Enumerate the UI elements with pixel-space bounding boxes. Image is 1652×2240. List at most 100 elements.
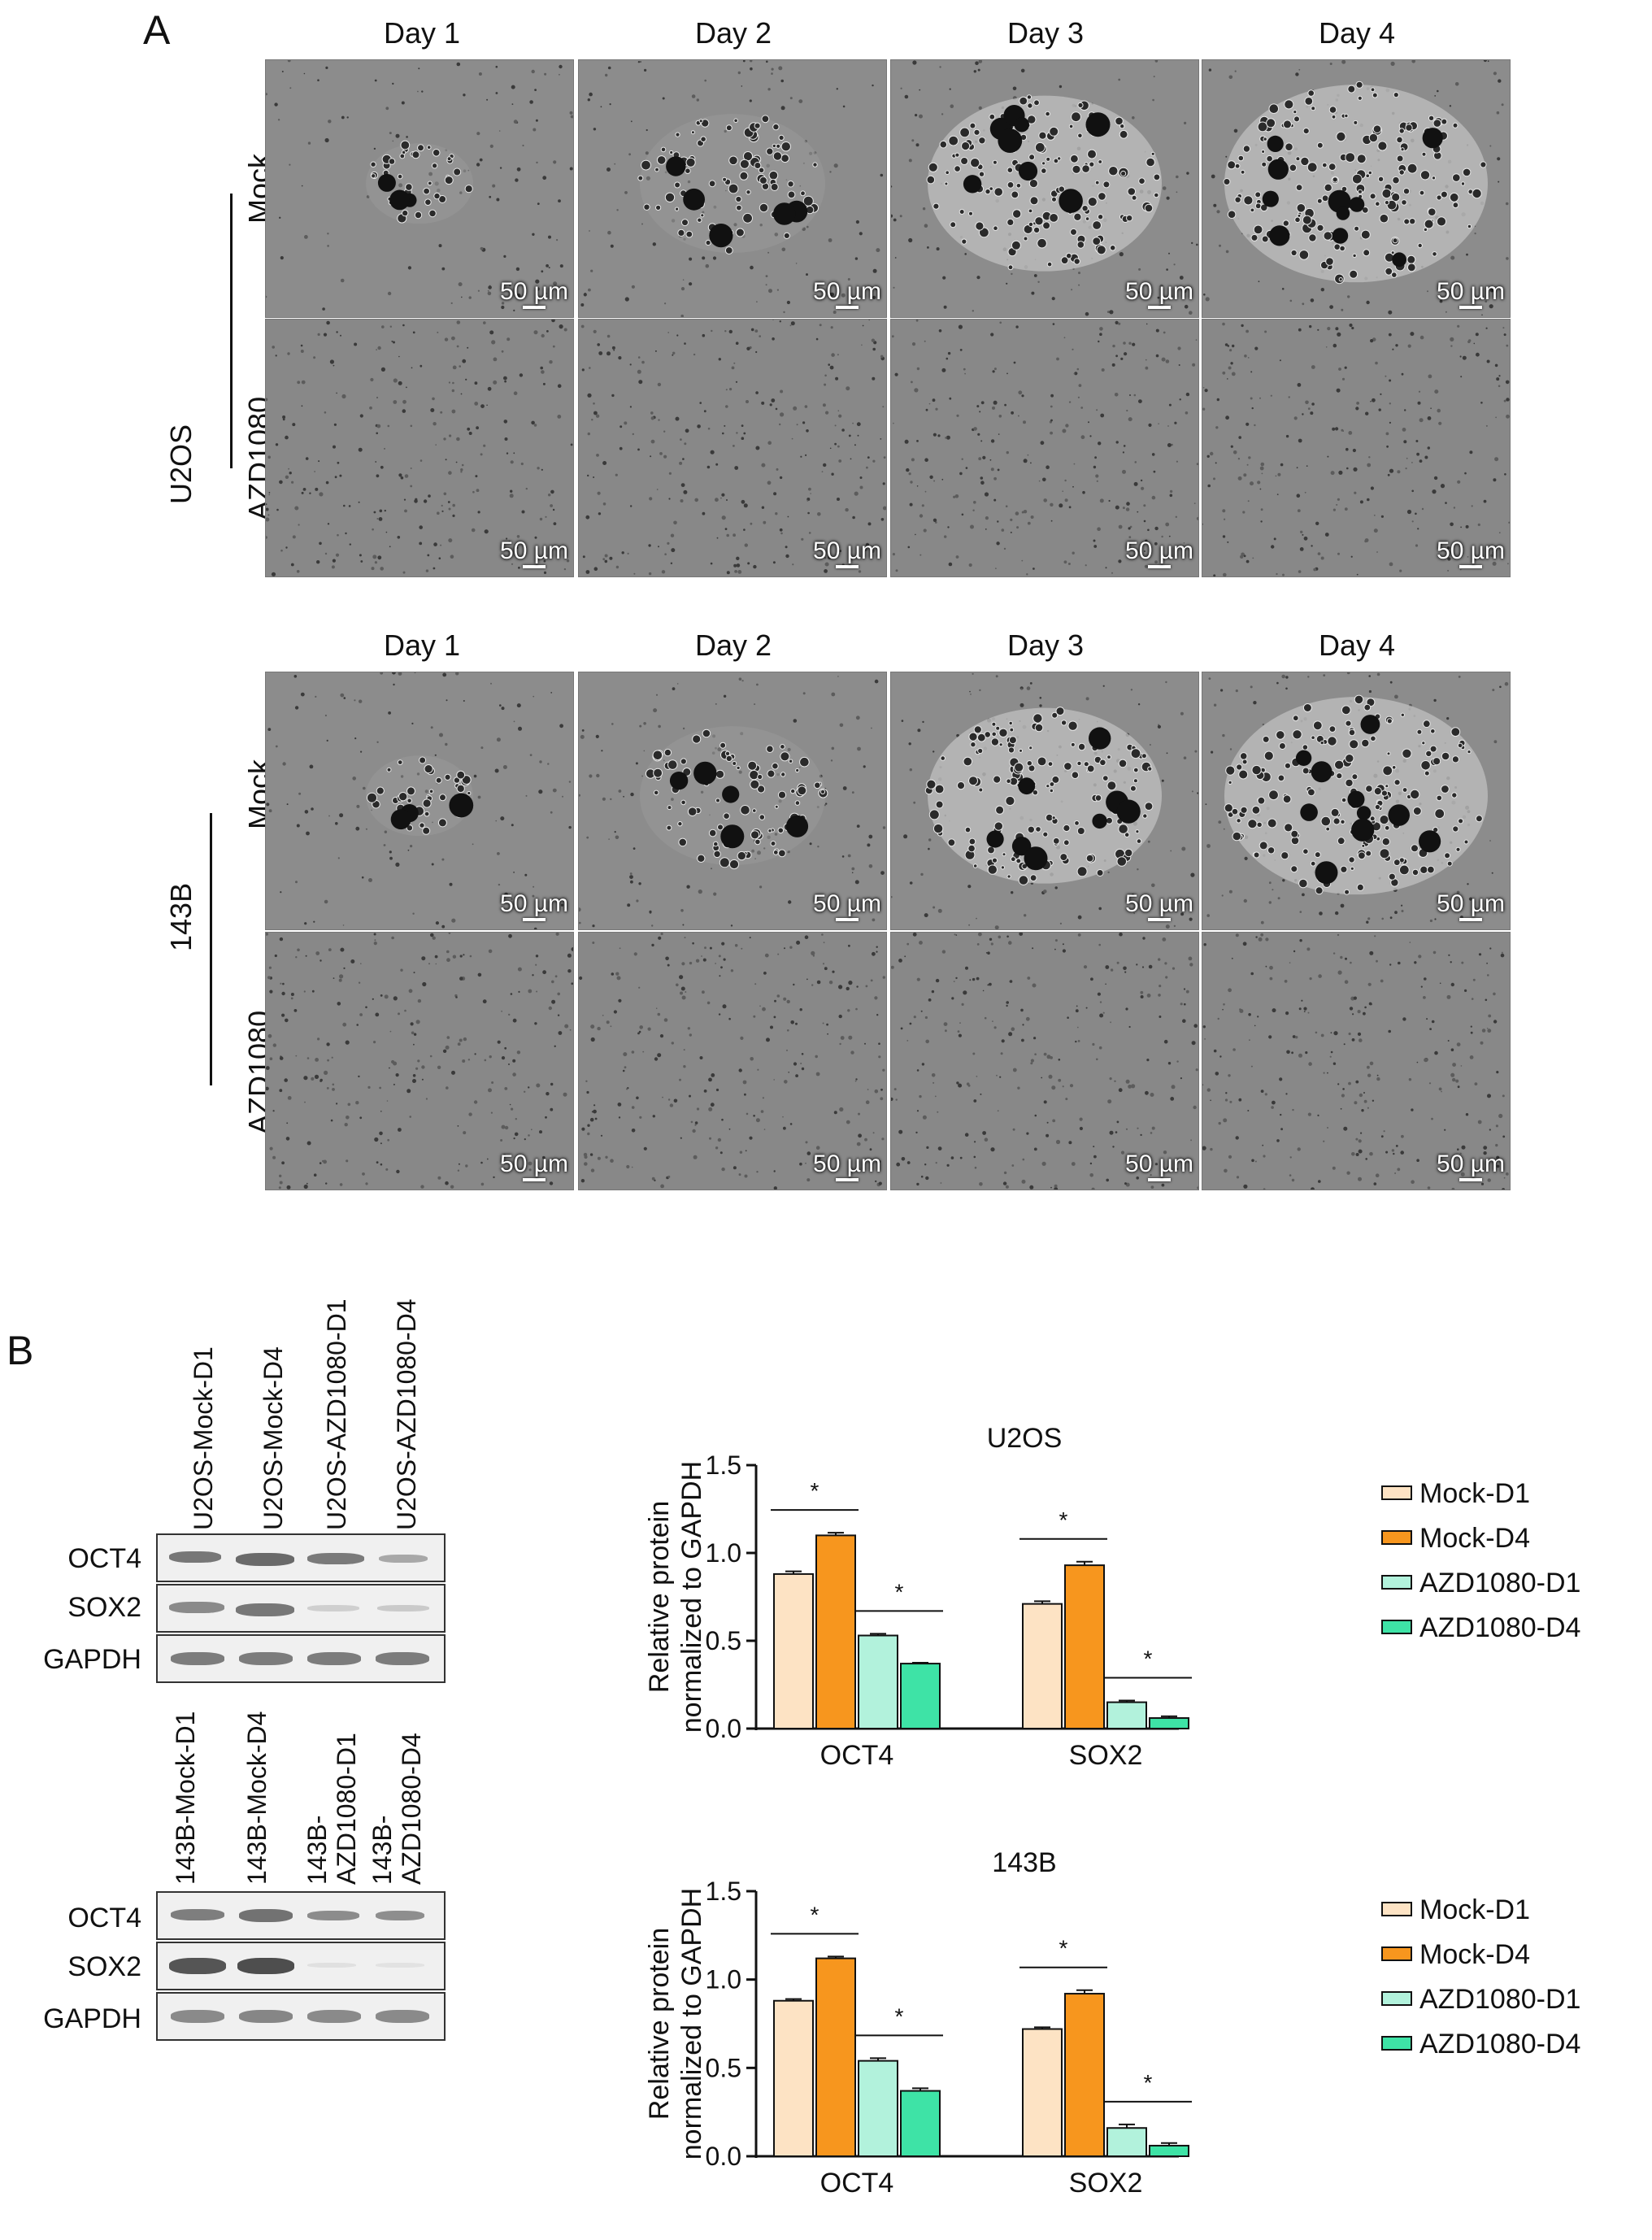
significance-star: * bbox=[895, 1579, 904, 1604]
scale-bar: 50 µm bbox=[1437, 890, 1505, 921]
x-tick-label-oct4: OCT4 bbox=[820, 2168, 894, 2199]
scale-bar: 50 µm bbox=[1437, 1150, 1505, 1181]
scale-bar-line bbox=[523, 306, 546, 309]
scale-bar: 50 µm bbox=[1437, 278, 1505, 309]
micrograph-143b-azd1080-day4: 50 µm bbox=[1202, 932, 1511, 1190]
micrograph-u2os-azd1080-day3: 50 µm bbox=[890, 319, 1199, 577]
micrograph-143b-mock-day3: 50 µm bbox=[890, 672, 1199, 930]
scale-bar-label: 50 µm bbox=[1437, 278, 1505, 305]
scale-bar-label: 50 µm bbox=[1125, 890, 1193, 917]
micrograph-143b-mock-day4: 50 µm bbox=[1202, 672, 1511, 930]
scale-bar-label: 50 µm bbox=[813, 1150, 881, 1177]
legend-label-azd1080-d4: AZD1080-D4 bbox=[1419, 1612, 1580, 1643]
bar-mock-d4-oct4 bbox=[815, 1534, 856, 1729]
scale-bar-label: 50 µm bbox=[500, 537, 568, 564]
x-tick-label-sox2: SOX2 bbox=[1069, 2168, 1143, 2199]
scale-bar: 50 µm bbox=[1125, 278, 1193, 309]
day-header-143b-3: Day 3 bbox=[1006, 629, 1085, 662]
scale-bar: 50 µm bbox=[813, 278, 881, 309]
scale-bar: 50 µm bbox=[813, 890, 881, 921]
blot2-sox2-strip bbox=[156, 1942, 446, 1990]
legend-swatch-mock-d1 bbox=[1381, 1485, 1412, 1500]
legend-label-mock-d1: Mock-D1 bbox=[1419, 1478, 1530, 1509]
significance-star: * bbox=[1059, 1936, 1068, 1961]
micrograph-143b-mock-day1: 50 µm bbox=[265, 672, 574, 930]
scale-bar-label: 50 µm bbox=[1437, 890, 1505, 917]
micrograph-u2os-mock-day4: 50 µm bbox=[1202, 59, 1511, 318]
scale-bar-label: 50 µm bbox=[813, 537, 881, 564]
bar-azd1080-d1-sox2 bbox=[1106, 1701, 1147, 1730]
bar-mock-d4-sox2 bbox=[1064, 1993, 1105, 2157]
bar-azd1080-d1-oct4 bbox=[858, 2059, 898, 2158]
blot2-protein-gapdh: GAPDH bbox=[43, 2003, 141, 2034]
blot1-protein-sox2: SOX2 bbox=[67, 1592, 141, 1623]
blot1-protein-gapdh: GAPDH bbox=[43, 1644, 141, 1675]
bar-chart-u2os: U2OS Relative protein normalized to GAPDH0… bbox=[644, 1423, 1580, 1771]
lane-label-143b-2: 143B-Mock-D4 bbox=[242, 1711, 272, 1885]
scale-bar-line bbox=[836, 565, 859, 568]
blot1-sox2-strip bbox=[156, 1584, 446, 1633]
blot1-protein-oct4: OCT4 bbox=[67, 1543, 141, 1574]
chart-title: 143B bbox=[992, 1847, 1056, 1878]
blot2-gapdh-strip bbox=[156, 1992, 446, 2041]
scale-bar-label: 50 µm bbox=[1437, 537, 1505, 564]
micrograph-143b-azd1080-day2: 50 µm bbox=[578, 932, 887, 1190]
y-tick-label: 0.5 bbox=[706, 1626, 741, 1655]
legend-label-mock-d1: Mock-D1 bbox=[1419, 1894, 1530, 1925]
micrograph-u2os-mock-day3: 50 µm bbox=[890, 59, 1199, 318]
row-bracket-143b bbox=[210, 813, 212, 1085]
bar-mock-d4-oct4 bbox=[815, 1957, 856, 2157]
blot2-protein-sox2: SOX2 bbox=[67, 1951, 141, 1982]
scale-bar: 50 µm bbox=[813, 537, 881, 568]
cell-line-label-u2os: U2OS bbox=[164, 424, 198, 504]
y-axis-label: Relative protein bbox=[644, 1928, 675, 2120]
day-header-u2os-4: Day 4 bbox=[1318, 16, 1396, 50]
lane-label-u2os-3: U2OS-AZD1080-D1 bbox=[322, 1298, 351, 1530]
significance-star: * bbox=[895, 2003, 904, 2029]
scale-bar-line bbox=[523, 1178, 546, 1181]
scale-bar-line bbox=[523, 565, 546, 568]
y-tick-label: 0.0 bbox=[706, 2142, 741, 2171]
significance-star: * bbox=[811, 1902, 819, 1927]
lane-label-143b-3: 143B- AZD1080-D1 bbox=[302, 1733, 361, 1885]
blot2-oct4-strip bbox=[156, 1891, 446, 1940]
scale-bar-line bbox=[1459, 306, 1482, 309]
bar-mock-d1-sox2 bbox=[1022, 2028, 1063, 2157]
scale-bar-line bbox=[836, 1178, 859, 1181]
scale-bar: 50 µm bbox=[813, 1150, 881, 1181]
micrograph-u2os-azd1080-day2: 50 µm bbox=[578, 319, 887, 577]
scale-bar-label: 50 µm bbox=[813, 278, 881, 305]
x-tick-label-oct4: OCT4 bbox=[820, 1740, 894, 1771]
bar-azd1080-d1-sox2 bbox=[1106, 2127, 1147, 2157]
lane-label-143b-1: 143B-Mock-D1 bbox=[171, 1711, 200, 1885]
scale-bar-label: 50 µm bbox=[1125, 278, 1193, 305]
micrograph-143b-azd1080-day3: 50 µm bbox=[890, 932, 1199, 1190]
legend-label-azd1080-d1: AZD1080-D1 bbox=[1419, 1984, 1580, 2015]
legend-label-azd1080-d4: AZD1080-D4 bbox=[1419, 2029, 1580, 2059]
day-header-143b-1: Day 1 bbox=[383, 629, 461, 662]
bar-mock-d1-sox2 bbox=[1022, 1603, 1063, 1729]
legend-swatch-azd1080-d1 bbox=[1381, 1575, 1412, 1590]
blot2-protein-oct4: OCT4 bbox=[67, 1903, 141, 1933]
scale-bar-label: 50 µm bbox=[500, 890, 568, 917]
lane-label-u2os-2: U2OS-Mock-D4 bbox=[259, 1346, 288, 1530]
legend-label-azd1080-d1: AZD1080-D1 bbox=[1419, 1568, 1580, 1598]
legend-label-mock-d4: Mock-D4 bbox=[1419, 1523, 1530, 1554]
x-tick-label-sox2: SOX2 bbox=[1069, 1740, 1143, 1771]
row-bracket-u2os bbox=[230, 194, 233, 468]
significance-star: * bbox=[1059, 1507, 1068, 1533]
y-tick-label: 0.5 bbox=[706, 2053, 741, 2082]
scale-bar-label: 50 µm bbox=[500, 1150, 568, 1177]
scale-bar: 50 µm bbox=[1437, 537, 1505, 568]
micrograph-u2os-azd1080-day1: 50 µm bbox=[265, 319, 574, 577]
blot1-oct4-strip bbox=[156, 1533, 446, 1582]
scale-bar-label: 50 µm bbox=[500, 278, 568, 305]
bar-azd1080-d4-oct4 bbox=[900, 2090, 941, 2157]
scale-bar-line bbox=[523, 918, 546, 921]
bar-mock-d4-sox2 bbox=[1064, 1564, 1105, 1729]
bar-mock-d1-oct4 bbox=[773, 1999, 814, 2157]
y-tick-label: 1.0 bbox=[706, 1538, 741, 1568]
day-header-143b-4: Day 4 bbox=[1318, 629, 1396, 662]
micrograph-u2os-mock-day1: 50 µm bbox=[265, 59, 574, 318]
scale-bar-label: 50 µm bbox=[1125, 537, 1193, 564]
